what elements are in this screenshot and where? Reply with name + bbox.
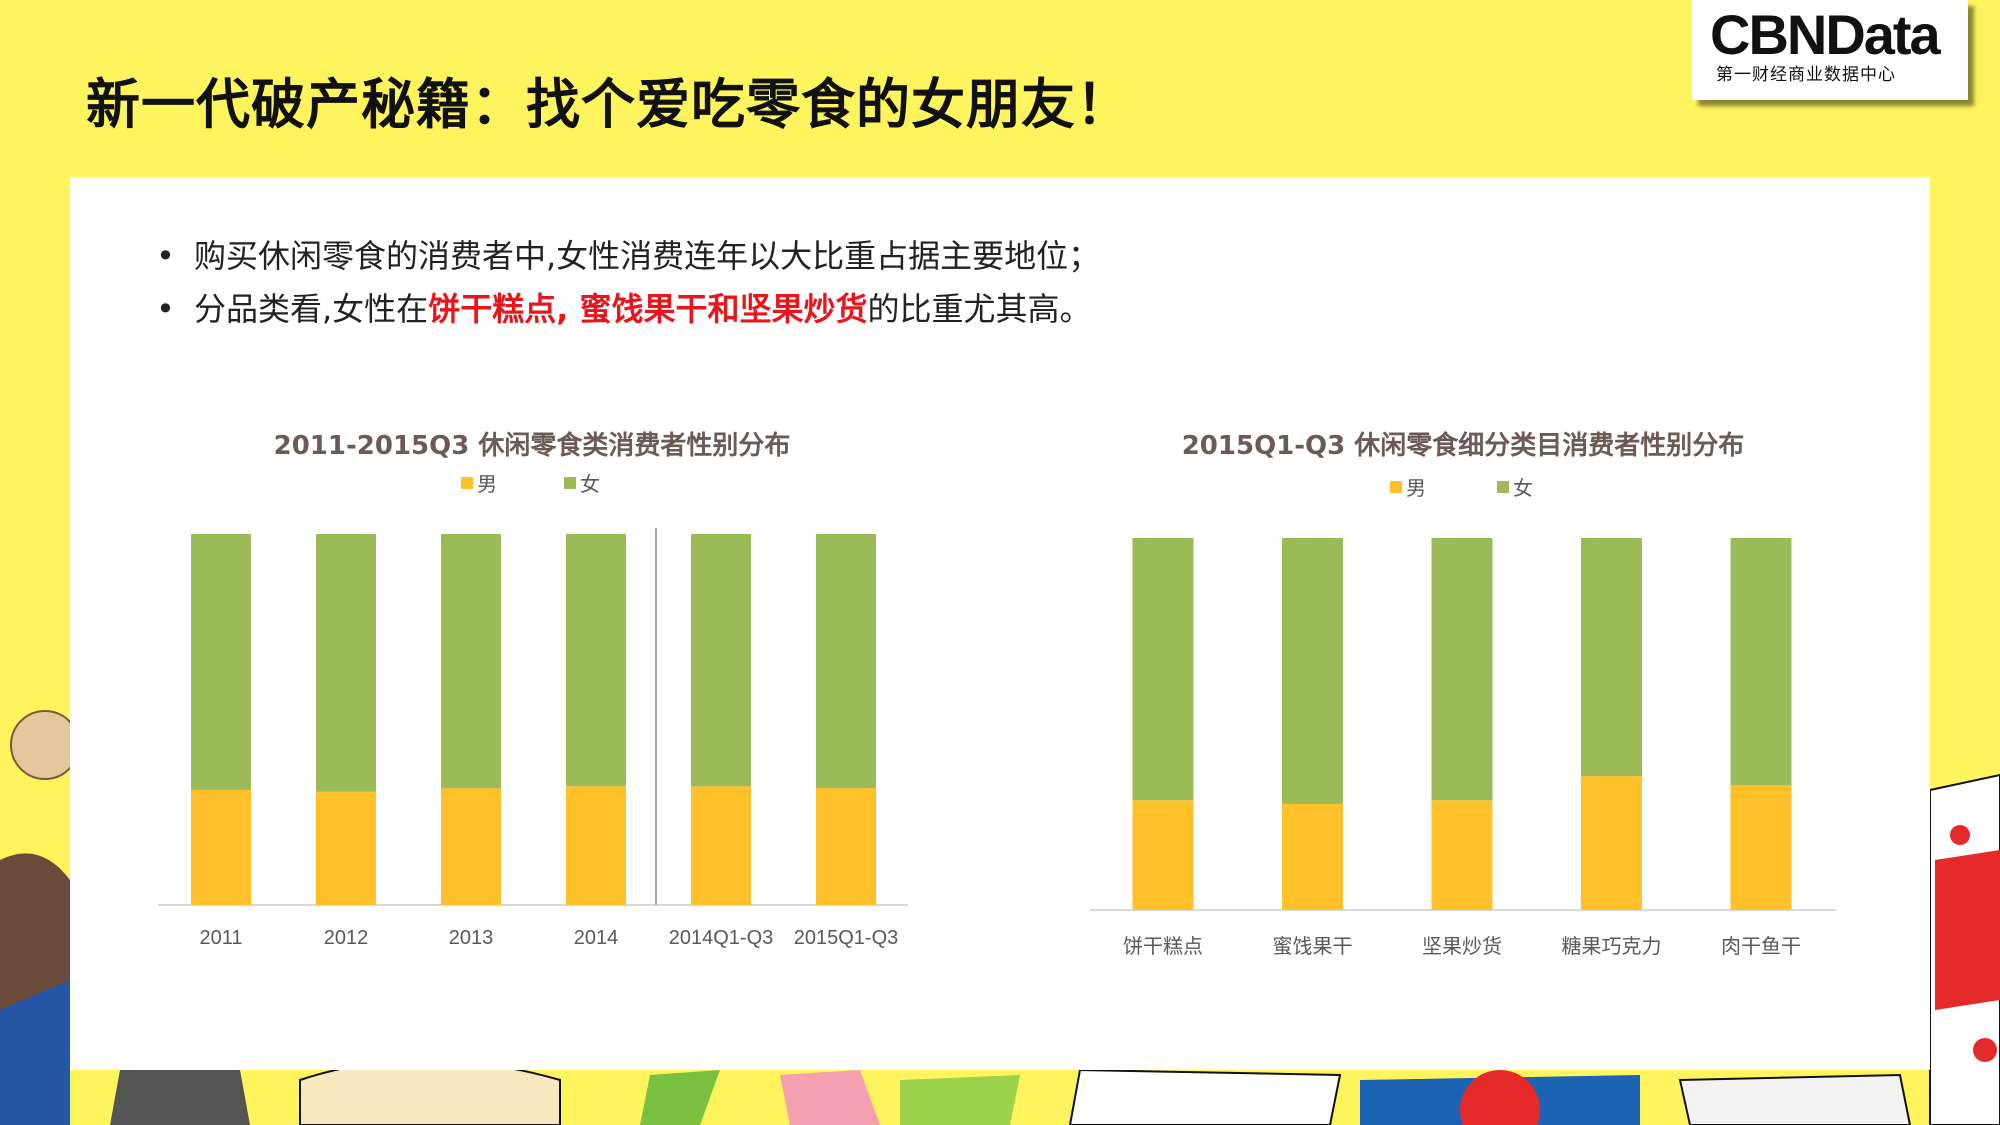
bar-female — [1282, 538, 1343, 804]
bar-female — [1581, 538, 1642, 777]
bullet-item: • 购买休闲零食的消费者中,女性消费连年以大比重占据主要地位； — [156, 231, 1100, 277]
chart-title: 2011-2015Q3 休闲零食类消费者性别分布 — [274, 430, 791, 461]
x-tick-label: 蜜饯果干 — [1273, 935, 1353, 958]
bullet-text: 的比重尤其高。 — [867, 290, 1092, 328]
bar-male — [191, 789, 251, 905]
logo-text: CBNData — [1710, 3, 1941, 66]
chart-title: 2015Q1-Q3 休闲零食细分类目消费者性别分布 — [1182, 430, 1745, 461]
x-tick-label: 坚果炒货 — [1422, 935, 1502, 958]
bar-male — [816, 788, 876, 905]
bar-male — [1431, 800, 1493, 910]
bar-female — [1431, 538, 1493, 801]
bar-female — [191, 534, 251, 790]
bar-female — [1132, 538, 1194, 801]
legend-label: 女 — [1513, 476, 1533, 500]
bar-female — [441, 534, 501, 789]
bar-female — [316, 534, 376, 792]
content-panel: • 购买休闲零食的消费者中,女性消费连年以大比重占据主要地位； • 分品类看,女性在… — [70, 177, 1930, 1070]
bullet-dot: • — [156, 237, 175, 275]
x-tick-label: 2012 — [324, 927, 369, 949]
x-tick-label: 饼干糕点 — [1123, 935, 1203, 958]
x-tick-label: 2015Q1-Q3 — [794, 927, 899, 949]
bullet-text: 购买休闲零食的消费者中,女性消费连年以大比重占据主要地位； — [194, 237, 1101, 275]
x-tick-label: 2014 — [574, 927, 619, 949]
bar-male — [691, 786, 751, 905]
x-tick-label: 肉干鱼干 — [1721, 935, 1801, 958]
x-tick-label: 2011 — [199, 927, 242, 949]
bar-female — [1730, 538, 1792, 786]
bar-male — [1730, 785, 1792, 910]
page-title: 新一代破产秘籍：找个爱吃零食的女朋友！ — [86, 73, 1131, 136]
bar-male — [566, 786, 626, 905]
legend-label: 男 — [477, 472, 497, 496]
bar-female — [566, 534, 626, 787]
bullet-text: 分品类看,女性在 — [194, 290, 429, 328]
bar-female — [691, 534, 751, 787]
x-tick-label: 2013 — [449, 927, 494, 949]
legend-swatch-male — [1390, 481, 1402, 493]
bar-female — [816, 534, 876, 789]
legend-swatch-female — [564, 477, 576, 489]
bar-male — [1132, 800, 1194, 910]
bar-male — [316, 791, 376, 905]
x-tick-label: 糖果巧克力 — [1562, 935, 1662, 958]
bullet-highlight: 饼干糕点, 蜜饯果干和坚果炒货 — [428, 290, 868, 328]
bar-male — [1581, 776, 1642, 910]
legend-label: 男 — [1406, 476, 1426, 500]
bar-male — [441, 788, 501, 905]
logo: CBNData 第一财经商业数据中心 — [1692, 0, 1968, 100]
x-tick-label: 2014Q1-Q3 — [669, 927, 774, 949]
legend-label: 女 — [580, 472, 600, 496]
bullet-item: • 分品类看,女性在饼干糕点, 蜜饯果干和坚果炒货的比重尤其高。 — [156, 284, 1092, 330]
legend-swatch-female — [1497, 481, 1509, 493]
bullet-dot: • — [156, 290, 175, 328]
legend-swatch-male — [461, 477, 473, 489]
bar-male — [1282, 803, 1343, 910]
logo-subtitle: 第一财经商业数据中心 — [1716, 65, 1896, 85]
